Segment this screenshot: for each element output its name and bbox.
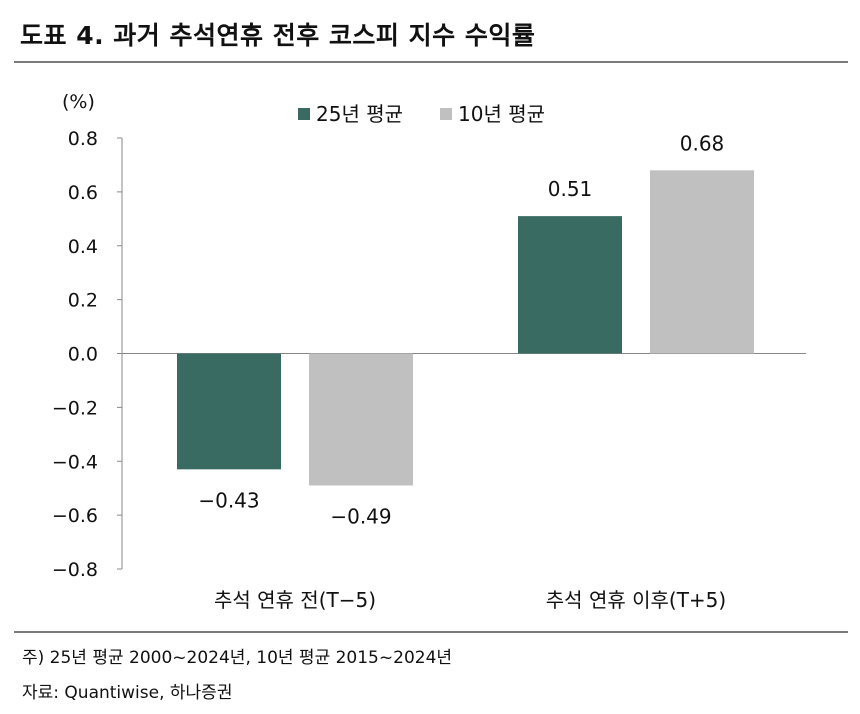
data-label: −0.43	[198, 488, 259, 512]
y-tick-label: 0.8	[68, 128, 98, 150]
source-note: 자료: Quantiwise, 하나증권	[22, 683, 233, 703]
y-tick-label: −0.4	[52, 451, 98, 473]
bar	[177, 353, 281, 470]
legend: 25년 평균 10년 평균	[298, 102, 545, 126]
bar	[518, 216, 622, 354]
data-label: 0.51	[548, 177, 593, 201]
legend-swatch	[298, 108, 310, 120]
legend-swatch	[440, 108, 452, 120]
y-axis-unit-label: (%)	[62, 91, 95, 113]
labels: −0.43 0.51 −0.49 0.68 추석 연휴 전(T−5) 추석 연휴 이후(T…	[198, 131, 726, 612]
x-category-label: 추석 연휴 이후(T+5)	[546, 588, 726, 612]
bars	[177, 170, 754, 486]
title-divider	[14, 61, 848, 63]
y-tick-label: −0.2	[52, 397, 98, 419]
footnote: 주) 25년 평균 2000~2024년, 10년 평균 2015~2024년	[22, 648, 453, 668]
y-tick-label: −0.6	[52, 505, 98, 527]
y-tick-label: 0.2	[68, 290, 98, 312]
y-tick-label: −0.8	[52, 559, 98, 581]
y-tick-label: 0.0	[68, 344, 98, 366]
bar	[309, 353, 413, 486]
footer-divider	[14, 631, 848, 633]
bar	[650, 170, 754, 354]
y-tick-label: 0.4	[68, 236, 98, 258]
legend-label: 25년 평균	[316, 102, 403, 126]
data-label: 0.68	[680, 131, 725, 155]
legend-label: 10년 평균	[458, 102, 545, 126]
page-title: 도표 4. 과거 추석연휴 전후 코스피 지수 수익률	[20, 21, 536, 50]
y-tick-label: 0.6	[68, 182, 98, 204]
x-category-label: 추석 연휴 전(T−5)	[214, 588, 376, 612]
data-label: −0.49	[330, 504, 391, 528]
